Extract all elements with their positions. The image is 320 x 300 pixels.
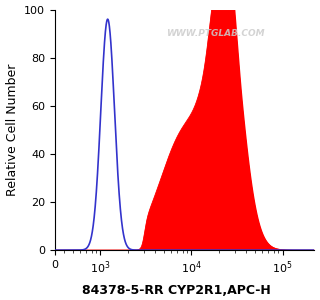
- Y-axis label: Relative Cell Number: Relative Cell Number: [5, 64, 19, 196]
- Text: WWW.PTGLAB.COM: WWW.PTGLAB.COM: [166, 29, 265, 38]
- Text: 84378-5-RR CYP2R1,APC-H: 84378-5-RR CYP2R1,APC-H: [82, 284, 270, 297]
